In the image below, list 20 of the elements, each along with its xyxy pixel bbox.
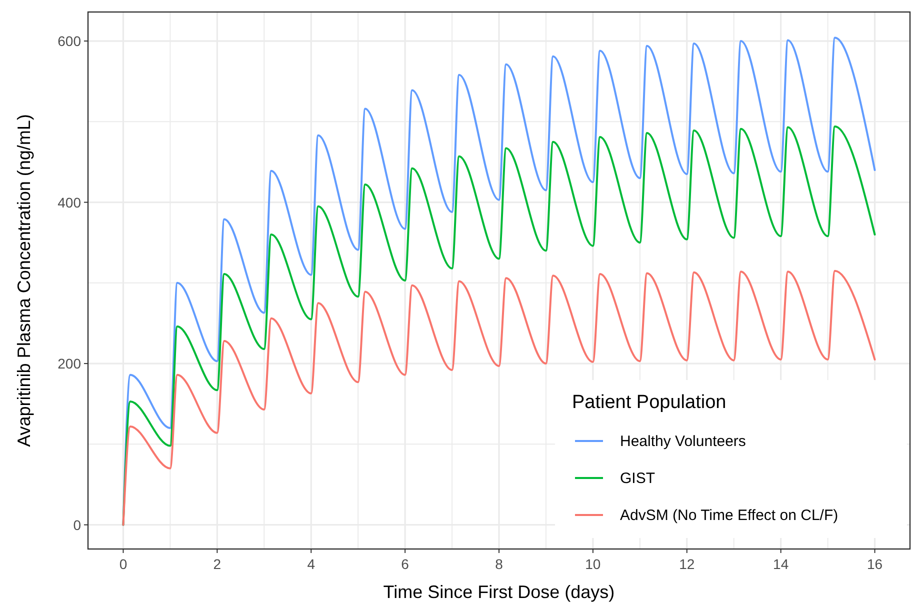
x-tick-label: 16: [866, 556, 883, 572]
x-tick-label: 2: [213, 556, 222, 572]
x-tick-label: 6: [401, 556, 410, 572]
legend-label: Healthy Volunteers: [620, 433, 746, 450]
y-axis-title: Avapritinib Plasma Concentration (ng/mL): [14, 114, 34, 447]
x-tick-label: 12: [679, 556, 695, 572]
legend-label: GIST: [620, 470, 656, 487]
line-series: [122, 270, 876, 526]
x-tick-label: 0: [119, 556, 128, 572]
x-tick-label: 14: [773, 556, 789, 572]
y-tick-label: 600: [58, 33, 82, 50]
y-tick-label: 400: [58, 194, 82, 210]
x-tick-label: 10: [585, 556, 601, 572]
x-tick-label: 8: [495, 556, 504, 572]
y-tick-label: 200: [58, 356, 82, 372]
x-axis-title: Time Since First Dose (days): [383, 582, 615, 602]
x-tick-label: 4: [307, 556, 316, 572]
legend-title: Patient Population: [572, 392, 726, 413]
legend-label: AdvSM (No Time Effect on CL/F): [620, 507, 838, 524]
y-tick-label: 0: [73, 516, 82, 533]
